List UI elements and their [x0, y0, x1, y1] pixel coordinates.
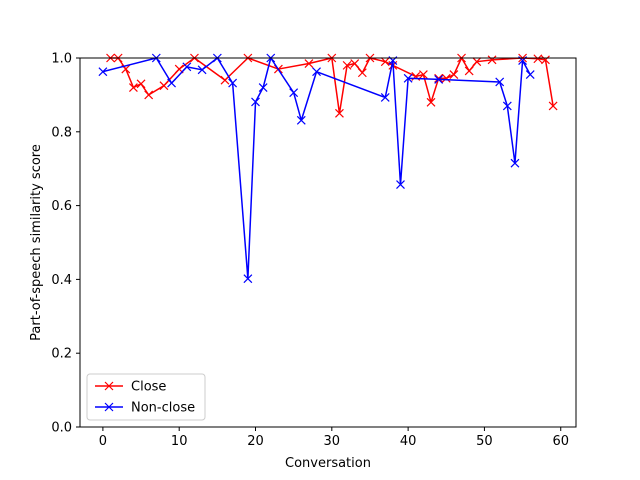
- x-axis: 0 10 20 30 40 50 60: [99, 427, 569, 449]
- axes-frame: [79, 57, 577, 428]
- data-point: [434, 74, 444, 84]
- data-point: [510, 158, 520, 168]
- data-point: [418, 70, 428, 80]
- data-point: [304, 59, 314, 68]
- data-point: [533, 54, 543, 64]
- data-point: [541, 55, 550, 65]
- data-point: [350, 59, 360, 68]
- data-point: [548, 101, 558, 111]
- series-close: [106, 53, 558, 118]
- data-point: [251, 97, 260, 107]
- data-point: [380, 57, 390, 67]
- y-tick-label: 0.4: [51, 273, 72, 288]
- data-point: [335, 108, 344, 118]
- y-tick-label: 1.0: [51, 52, 72, 67]
- y-tick-label: 0.8: [51, 125, 72, 140]
- data-point: [243, 274, 253, 284]
- x-tick-label: 10: [171, 434, 188, 449]
- legend: Close Non-close: [86, 373, 206, 421]
- data-point: [487, 55, 497, 65]
- data-point: [434, 73, 444, 83]
- x-tick-label: 20: [247, 434, 264, 449]
- data-point: [426, 97, 436, 107]
- data-point: [403, 73, 413, 83]
- legend-label: Close: [131, 380, 166, 395]
- data-point: [502, 101, 512, 111]
- x-tick-label: 50: [476, 434, 493, 449]
- y-tick-label: 0.6: [51, 199, 72, 214]
- legend-entry: Non-close: [95, 401, 195, 416]
- y-axis-label: Part-of-speech similarity score: [29, 144, 44, 341]
- data-point: [342, 60, 352, 70]
- y-tick-label: 0.2: [51, 347, 72, 362]
- data-point: [312, 67, 321, 77]
- data-point: [98, 67, 108, 77]
- data-point: [396, 180, 405, 189]
- x-tick-label: 40: [400, 434, 417, 449]
- x-tick-label: 30: [324, 434, 341, 449]
- data-point: [525, 70, 535, 80]
- y-tick-label: 0.0: [51, 421, 72, 436]
- data-point: [296, 115, 306, 125]
- legend-marker: [104, 381, 114, 391]
- data-point: [128, 83, 138, 92]
- y-axis: 0.0 0.2 0.4 0.6 0.8 1.0: [51, 52, 80, 436]
- data-point: [220, 75, 230, 85]
- legend-entry: Close: [95, 380, 166, 395]
- legend-marker: [104, 402, 114, 412]
- legend-label: Non-close: [131, 401, 195, 416]
- x-tick-label: 60: [552, 434, 569, 449]
- data-point: [380, 93, 390, 102]
- data-point: [159, 81, 169, 91]
- data-point: [357, 68, 367, 78]
- x-axis-label: Conversation: [285, 456, 371, 471]
- data-point: [182, 62, 192, 72]
- data-point: [289, 88, 299, 98]
- data-point: [258, 83, 268, 92]
- data-point: [495, 77, 505, 87]
- data-point: [197, 65, 207, 75]
- data-point: [472, 57, 482, 67]
- x-tick-label: 0: [99, 434, 107, 449]
- data-point: [167, 78, 176, 88]
- data-point: [449, 70, 459, 80]
- data-point: [228, 78, 238, 88]
- data-point: [144, 90, 154, 100]
- series-line: [102, 57, 531, 280]
- data-point: [464, 66, 474, 76]
- data-point: [441, 73, 451, 83]
- data-point: [136, 79, 146, 89]
